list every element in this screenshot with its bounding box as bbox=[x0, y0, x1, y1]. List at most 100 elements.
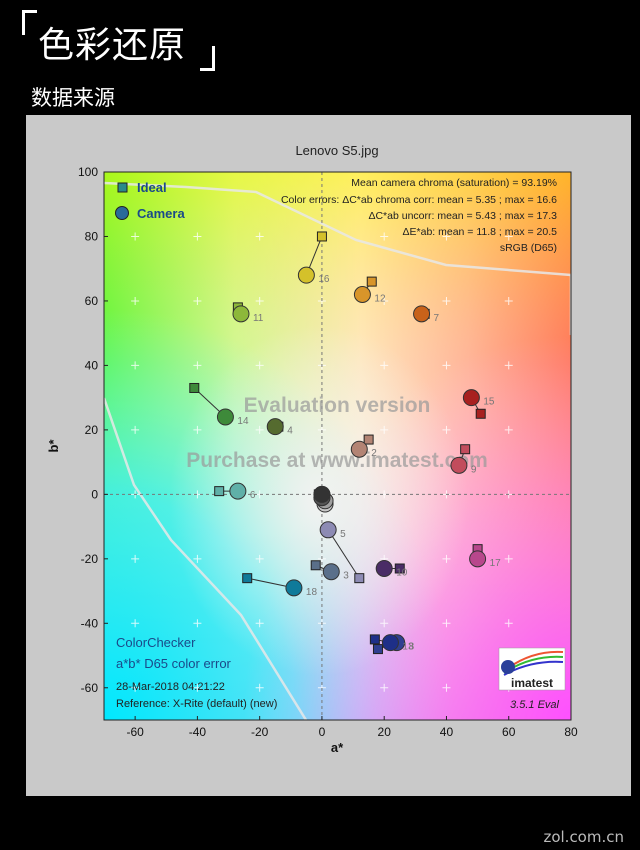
corner-bracket-left bbox=[22, 10, 37, 35]
patch-number-label: 13 bbox=[402, 642, 414, 653]
watermark-line-1: Evaluation version bbox=[244, 394, 431, 417]
legend-camera-marker bbox=[115, 206, 129, 220]
grid-cross bbox=[131, 554, 140, 563]
grid-cross bbox=[504, 296, 513, 305]
y-tick-label: -20 bbox=[81, 552, 99, 566]
camera-marker bbox=[469, 550, 487, 568]
grid-cross bbox=[193, 296, 202, 305]
patch-number-label: 8 bbox=[409, 642, 415, 653]
camera-marker bbox=[216, 408, 234, 426]
grid-cross bbox=[380, 425, 389, 434]
ideal-marker bbox=[363, 434, 374, 445]
patch-number-label: 6 bbox=[250, 490, 256, 501]
plot-area: Evaluation version Purchase at www.imate… bbox=[104, 172, 571, 720]
patch-number-label: 16 bbox=[318, 274, 330, 285]
grid-cross bbox=[255, 296, 264, 305]
camera-marker bbox=[266, 418, 284, 436]
y-axis-label: b* bbox=[46, 439, 61, 453]
patch-number-label: 5 bbox=[340, 529, 346, 540]
patch-number-label: 9 bbox=[471, 464, 477, 475]
info-target: ColorChecker bbox=[116, 635, 196, 650]
grid-cross bbox=[442, 425, 451, 434]
x-tick-label: -40 bbox=[189, 725, 207, 739]
patch-number-label: 15 bbox=[483, 397, 495, 408]
grid-cross bbox=[255, 619, 264, 628]
x-tick-label: 40 bbox=[440, 725, 454, 739]
x-tick-label: 80 bbox=[564, 725, 578, 739]
grid-cross bbox=[255, 361, 264, 370]
patch-number-label: 17 bbox=[490, 558, 502, 569]
y-tick-label: 0 bbox=[91, 487, 98, 501]
logo-text: imatest bbox=[511, 676, 553, 690]
stat-chroma: Mean camera chroma (saturation) = 93.19% bbox=[351, 177, 557, 189]
grid-cross bbox=[442, 554, 451, 563]
grid-cross bbox=[442, 296, 451, 305]
grid-cross bbox=[504, 232, 513, 241]
ideal-marker bbox=[189, 382, 200, 393]
grid-cross bbox=[380, 619, 389, 628]
page-heading: 色彩还原 bbox=[22, 10, 222, 72]
ideal-marker bbox=[369, 634, 380, 645]
camera-marker bbox=[462, 389, 480, 407]
camera-marker bbox=[319, 521, 337, 539]
camera-marker bbox=[350, 440, 368, 458]
heading-text: 色彩还原 bbox=[38, 25, 187, 66]
plot-frame bbox=[103, 171, 572, 721]
patch-number-label: 14 bbox=[237, 416, 249, 427]
chart-title: Lenovo S5.jpg bbox=[295, 143, 378, 158]
x-tick-label: 60 bbox=[502, 725, 516, 739]
y-tick-label: 40 bbox=[85, 358, 99, 372]
patch-number-label: 12 bbox=[374, 293, 386, 304]
y-tick-label: 20 bbox=[85, 423, 99, 437]
grid-cross bbox=[193, 361, 202, 370]
color-error-chart: Lenovo S5.jpg Evaluation version Purchas… bbox=[46, 143, 578, 755]
error-line bbox=[327, 529, 360, 579]
grid-cross bbox=[131, 232, 140, 241]
legend-camera-label: Camera bbox=[137, 206, 185, 221]
grid-cross bbox=[380, 296, 389, 305]
camera-marker bbox=[229, 482, 247, 500]
grid-cross bbox=[504, 425, 513, 434]
ideal-marker bbox=[366, 276, 377, 287]
ideal-marker bbox=[242, 573, 253, 584]
grid-cross bbox=[131, 683, 140, 692]
ideal-marker bbox=[460, 444, 471, 455]
x-tick-label: 0 bbox=[319, 725, 326, 739]
camera-marker bbox=[322, 563, 340, 581]
grid-cross bbox=[255, 554, 264, 563]
patch-markers: 2 3 4 5 6 7 8 9 10 11 12 13 14 15 16 17 18 bbox=[189, 231, 502, 655]
site-watermark: zol.com.cn bbox=[543, 828, 624, 846]
ideal-marker bbox=[394, 563, 405, 574]
camera-marker bbox=[285, 579, 303, 597]
y-tick-label: -60 bbox=[81, 681, 99, 695]
legend-ideal-label: Ideal bbox=[137, 180, 167, 195]
legend-ideal-marker bbox=[117, 182, 128, 193]
ideal-marker bbox=[214, 486, 225, 497]
info-description: a*b* D65 color error bbox=[116, 656, 232, 671]
grid-cross bbox=[131, 296, 140, 305]
gamut-boundary-top bbox=[104, 181, 571, 277]
legend: Ideal Camera bbox=[115, 180, 185, 221]
camera-marker bbox=[232, 305, 250, 323]
info-timestamp: 28-Mar-2018 04:21:22 bbox=[116, 681, 225, 693]
y-tick-label: 60 bbox=[85, 294, 99, 308]
grid-cross bbox=[442, 232, 451, 241]
patch-number-label: 3 bbox=[343, 571, 349, 582]
patch-number-label: 2 bbox=[371, 448, 377, 459]
ideal-marker bbox=[372, 644, 383, 655]
camera-marker bbox=[450, 456, 468, 474]
subheading: 数据来源 bbox=[31, 86, 115, 110]
grid-cross bbox=[131, 425, 140, 434]
grid-cross bbox=[193, 232, 202, 241]
ideal-marker bbox=[354, 573, 365, 584]
corner-bracket-right bbox=[200, 46, 215, 71]
grid-cross bbox=[255, 683, 264, 692]
bottom-left-info: ColorChecker a*b* D65 color error 28-Mar… bbox=[116, 635, 277, 710]
camera-marker bbox=[381, 634, 399, 652]
grid-cross bbox=[380, 683, 389, 692]
grid-cross bbox=[255, 425, 264, 434]
stat-color-space: sRGB (D65) bbox=[500, 242, 557, 254]
stat-chroma-uncorr: ΔC*ab uncorr: mean = 5.43 ; max = 17.3 bbox=[368, 210, 557, 222]
stat-delta-e: ΔE*ab: mean = 11.8 ; max = 20.5 bbox=[403, 226, 558, 238]
plot-background-neutral bbox=[104, 172, 571, 720]
